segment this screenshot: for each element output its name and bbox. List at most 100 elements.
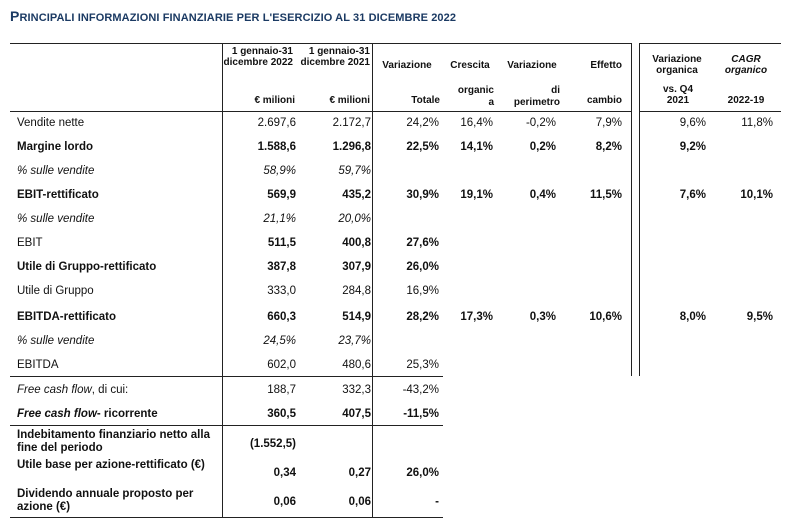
fcf-recurring-value: 407,5: [342, 408, 371, 420]
header-col5: Variazione: [507, 60, 557, 71]
row-value: 16,4%: [460, 117, 493, 129]
row-value: 10,1%: [740, 189, 773, 201]
organic-divider-left: [631, 43, 632, 376]
eps-value: 0,34: [273, 467, 296, 479]
header-col6-sub: cambio: [586, 95, 622, 106]
eps-value: 0,27: [348, 467, 371, 479]
row-value: 19,1%: [460, 189, 493, 201]
row-value: 17,3%: [460, 311, 493, 323]
row-value: 11,8%: [741, 117, 773, 129]
title-rest: RINCIPALI INFORMAZIONI FINANZIARIE PER L…: [19, 12, 457, 24]
row-value: 307,9: [342, 261, 371, 273]
header-col7: Variazione organica: [652, 54, 702, 76]
row-value: 8,2%: [595, 141, 622, 153]
variation-divider: [372, 43, 373, 517]
dividend-label: Dividendo annuale proposto per azione (€…: [17, 488, 194, 513]
row-value: 2.172,7: [332, 117, 371, 129]
dividend-value: 0,06: [273, 496, 296, 508]
header-col1-unit: € milioni: [254, 95, 295, 106]
row-value: 24,5%: [263, 335, 296, 347]
row-value: 8,0%: [679, 311, 706, 323]
row-label: EBITDA: [17, 359, 59, 371]
row-value: 511,5: [267, 237, 296, 249]
header-col3-sub: Totale: [411, 95, 440, 106]
row-value: 21,1%: [263, 213, 296, 225]
row-label: Utile di Gruppo: [17, 285, 94, 297]
row-value: 1.296,8: [332, 141, 371, 153]
row-value: 435,2: [342, 189, 371, 201]
header-col8: CAGR organico: [724, 54, 768, 76]
row-value: 602,0: [267, 359, 296, 371]
net-debt-label: Indebitamento finanziario netto alla fin…: [17, 429, 210, 454]
row-value: 0,3%: [529, 311, 556, 323]
row-label: % sulle vendite: [17, 213, 95, 225]
row-label: EBIT-rettificato: [17, 189, 99, 201]
extra-top-rule: [10, 425, 443, 426]
row-label: Utile di Gruppo-rettificato: [17, 261, 157, 273]
fcf-recurring-label: Free cash flow- ricorrente: [17, 408, 158, 420]
table-top-rule-right: [639, 43, 781, 44]
eps-label: Utile base per azione-rettificato (€): [17, 459, 205, 471]
header-col5-sub: di perimetro: [513, 85, 560, 108]
net-debt-value: (1.552,5): [249, 438, 296, 450]
eps-value: 26,0%: [406, 467, 439, 479]
row-value: 23,7%: [338, 335, 371, 347]
label-column-divider: [222, 43, 223, 517]
row-value: 0,2%: [529, 141, 556, 153]
row-label: % sulle vendite: [17, 335, 95, 347]
row-value: 30,9%: [406, 189, 439, 201]
row-value: 569,9: [267, 189, 296, 201]
row-value: 22,5%: [406, 141, 439, 153]
row-value: -0,2%: [525, 117, 556, 129]
row-label: EBITDA-rettificato: [17, 311, 117, 323]
table-top-rule: [10, 43, 631, 44]
header-col4-sub: organic a: [457, 85, 494, 108]
row-value: 284,8: [342, 285, 371, 297]
row-value: 27,6%: [406, 237, 439, 249]
row-label: EBIT: [17, 237, 43, 249]
row-value: 9,6%: [679, 117, 706, 129]
row-value: 660,3: [267, 311, 296, 323]
title-lead: P: [10, 8, 20, 24]
row-label: Margine lordo: [17, 141, 94, 153]
row-value: 0,4%: [529, 189, 556, 201]
row-label: % sulle vendite: [17, 165, 95, 177]
header-col7-sub: vs. Q4 2021: [662, 84, 694, 106]
row-value: 59,7%: [338, 165, 371, 177]
row-label: Vendite nette: [17, 117, 85, 129]
header-bottom-rule: [10, 111, 631, 112]
header-col3: Variazione: [382, 60, 432, 71]
fcf-recurring-value: -11,5%: [403, 408, 439, 420]
row-value: 333,0: [267, 285, 296, 297]
fcf-row-label: Free cash flow, di cui:: [17, 384, 129, 396]
fcf-top-rule: [10, 376, 443, 377]
fcf-row-value: 332,3: [342, 384, 371, 396]
row-value: 9,5%: [746, 311, 773, 323]
fcf-row-value: 188,7: [267, 384, 296, 396]
header-bottom-rule-right: [639, 111, 781, 112]
row-value: 9,2%: [679, 141, 706, 153]
fcf-row-value: -43,2%: [402, 384, 439, 396]
row-value: 58,9%: [263, 165, 296, 177]
row-value: 24,2%: [406, 117, 439, 129]
row-value: 7,9%: [595, 117, 622, 129]
row-value: 28,2%: [406, 311, 439, 323]
header-col8-sub: 2022-19: [727, 95, 765, 106]
row-value: 16,9%: [406, 285, 439, 297]
header-col4: Crescita: [450, 60, 490, 71]
row-value: 2.697,6: [257, 117, 296, 129]
fcf-recurring-value: 360,5: [267, 408, 296, 420]
header-col2-unit: € milioni: [329, 95, 370, 106]
dividend-value: 0,06: [348, 496, 371, 508]
row-value: 514,9: [342, 311, 371, 323]
row-value: 25,3%: [406, 359, 439, 371]
row-value: 400,8: [342, 237, 371, 249]
row-value: 480,6: [342, 359, 371, 371]
page-title: PRINCIPALI INFORMAZIONI FINANZIARIE PER …: [10, 8, 456, 24]
header-col2: 1 gennaio-31 dicembre 2021: [300, 46, 371, 68]
row-value: 10,6%: [589, 311, 622, 323]
row-value: 387,8: [267, 261, 296, 273]
header-col1: 1 gennaio-31 dicembre 2022: [223, 46, 294, 68]
row-value: 26,0%: [406, 261, 439, 273]
row-value: 14,1%: [460, 141, 493, 153]
